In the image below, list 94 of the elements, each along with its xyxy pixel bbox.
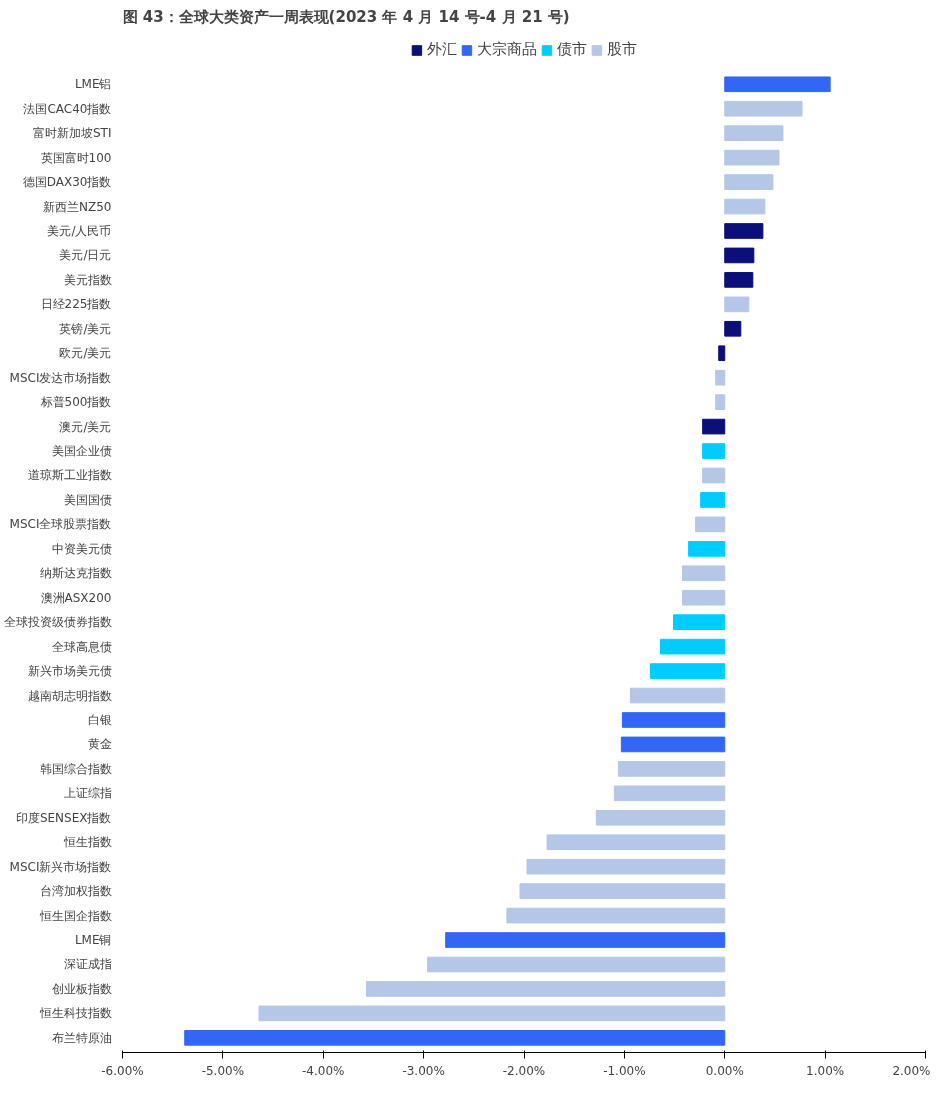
bar (660, 638, 726, 655)
y-tick-label: 白银 (87, 712, 112, 727)
bar (682, 565, 726, 582)
x-tick-label: -1.00% (603, 1063, 646, 1078)
y-tick-label: 全球高息债 (51, 639, 112, 654)
bar (724, 296, 750, 313)
bar (724, 223, 764, 239)
y-tick-label: 恒生指数 (62, 835, 112, 850)
bar (613, 785, 726, 802)
bar (724, 198, 766, 215)
y-tick-label: 韩国综合指数 (39, 761, 112, 776)
bar (258, 1005, 726, 1022)
bar (673, 614, 726, 631)
bar (617, 761, 726, 777)
y-tick-label: 印度SENSEX指数 (15, 810, 112, 825)
x-tick-label: 2.00% (892, 1063, 931, 1078)
bar (715, 369, 726, 386)
y-tick-label: 澳洲ASX200 (40, 590, 112, 605)
chart-title: 图 43：全球大类资产一周表现(2023 年 4 月 14 号-4 月 21 号) (122, 7, 570, 26)
bar (724, 247, 755, 264)
bar (724, 174, 774, 190)
y-tick-label: 美元/日元 (59, 248, 112, 263)
bar (724, 149, 780, 166)
y-tick-label: 全球投资级债券指数 (3, 615, 112, 630)
x-tick-label: -6.00% (101, 1063, 144, 1078)
y-tick-label: 欧元/美元 (59, 346, 112, 361)
y-tick-label: 黄金 (87, 737, 112, 752)
bar (649, 663, 726, 679)
y-tick-label: MSCI发达市场指数 (9, 370, 112, 385)
legend-label: 外汇 (427, 40, 457, 59)
y-tick-label: 道琼斯工业指数 (27, 468, 112, 483)
x-tick-label: -2.00% (502, 1063, 546, 1078)
x-tick-label: -4.00% (302, 1063, 345, 1078)
bar (526, 858, 726, 875)
y-tick-label: 美国国债 (63, 492, 112, 507)
y-tick-label: 英国富时100 (40, 150, 112, 165)
y-tick-label: MSCI全球股票指数 (9, 517, 112, 532)
y-tick-label: 德国DAX30指数 (22, 175, 112, 190)
bar (724, 320, 742, 337)
y-tick-label: 英镑/美元 (59, 321, 112, 336)
bar (688, 541, 726, 557)
x-tick-label: -5.00% (201, 1063, 245, 1078)
bar (427, 956, 726, 973)
bar (724, 100, 803, 117)
y-tick-label: 布兰特原油 (51, 1030, 112, 1045)
bar (519, 883, 726, 899)
y-tick-label: 美元指数 (63, 272, 112, 287)
y-tick-label: 恒生科技指数 (38, 1006, 112, 1021)
y-tick-label: 新西兰NZ50 (43, 199, 112, 214)
bar (445, 932, 726, 948)
legend-label: 债市 (557, 40, 587, 59)
y-tick-label: 上证综指 (63, 786, 112, 801)
bar (506, 907, 726, 924)
bar (700, 492, 726, 508)
bar (724, 272, 754, 288)
bar (718, 345, 726, 362)
bar (702, 467, 726, 484)
y-tick-label: 美国企业债 (51, 444, 112, 459)
bar (702, 443, 726, 459)
y-tick-label: 恒生国企指数 (38, 908, 112, 923)
y-tick-label: 纳斯达克指数 (39, 566, 112, 581)
y-tick-label: 标普500指数 (39, 395, 112, 410)
bar (621, 712, 726, 728)
bar (365, 981, 726, 997)
y-tick-label: 深证成指 (63, 957, 112, 972)
bar (715, 394, 726, 410)
bar (629, 687, 726, 704)
y-tick-label: 创业板指数 (51, 981, 112, 996)
y-tick-label: LME铝 (74, 77, 112, 92)
y-tick-label: 法国CAC40指数 (23, 101, 112, 116)
x-tick-label: 1.00% (806, 1063, 845, 1078)
legend-label: 股市 (607, 40, 637, 59)
y-tick-label: 澳元/美元 (59, 419, 112, 434)
bar (682, 589, 726, 606)
y-tick-label: 越南胡志明指数 (27, 688, 112, 703)
y-tick-label: 日经225指数 (40, 297, 112, 312)
bar (724, 125, 784, 142)
y-tick-label: MSCI新兴市场指数 (9, 859, 112, 874)
bar (724, 76, 831, 93)
x-tick-label: 0.00% (705, 1063, 744, 1078)
bar (702, 418, 726, 435)
bar (595, 809, 726, 826)
legend-label: 大宗商品 (477, 40, 537, 59)
bar (184, 1030, 726, 1046)
y-tick-label: 台湾加权指数 (39, 884, 112, 899)
x-tick-label: -3.00% (402, 1063, 445, 1078)
y-tick-label: 新兴市场美元债 (27, 664, 112, 679)
y-tick-label: 中资美元债 (51, 541, 112, 556)
bar (620, 736, 726, 753)
y-tick-label: 美元/人民币 (47, 223, 112, 238)
y-tick-label: 富时新加坡STI (33, 126, 112, 141)
y-tick-label: LME铜 (74, 933, 112, 948)
bar (695, 516, 726, 533)
bar (546, 834, 726, 851)
